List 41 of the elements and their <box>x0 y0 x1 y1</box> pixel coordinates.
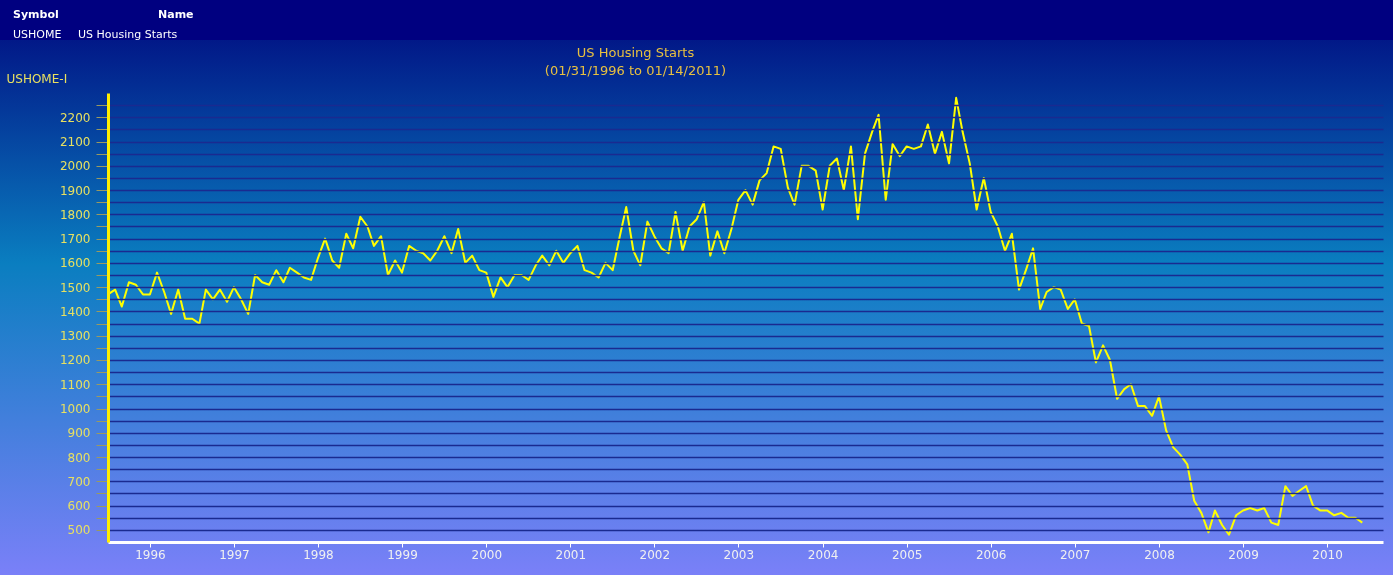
y-tick-label: 1200 <box>59 353 91 368</box>
x-tick-label: 2000 <box>471 547 503 562</box>
x-tick-label: 2010 <box>1312 547 1343 562</box>
x-tick-label: 2006 <box>975 547 1007 562</box>
x-tick-label: 1997 <box>219 547 250 562</box>
y-tick-label: 800 <box>67 450 91 465</box>
y-tick-label: 500 <box>67 523 91 538</box>
y-tick-label: 1700 <box>59 232 91 247</box>
x-tick-label: 2005 <box>891 547 923 562</box>
x-tick-label: 1996 <box>135 547 166 562</box>
y-tick-label: 2000 <box>59 159 91 174</box>
x-tick-label: 1999 <box>387 547 418 562</box>
y-tick-label: 1000 <box>59 402 91 417</box>
x-tick-label: 2001 <box>555 547 587 562</box>
text: Symbol <box>13 8 59 21</box>
y-tick-label: 1400 <box>59 304 91 319</box>
x-tick-label: 2008 <box>1144 547 1175 562</box>
y-tick-label: 600 <box>67 499 91 514</box>
y-tick-label: 2100 <box>59 135 91 150</box>
x-tick-label: 1998 <box>303 547 334 562</box>
x-tick-label: 2003 <box>723 547 755 562</box>
y-tick-label: 1300 <box>59 329 91 344</box>
text: Name <box>158 8 194 21</box>
y-tick-label: 1800 <box>59 207 91 222</box>
line-series <box>107 96 1364 536</box>
text: USHOME <box>13 28 62 41</box>
y-axis-title: USHOME-I <box>6 71 68 86</box>
x-tick-label: 2007 <box>1059 547 1091 562</box>
y-tick-label: 1900 <box>59 183 91 198</box>
y-tick-label: 1500 <box>59 280 91 295</box>
x-tick-label: 2002 <box>639 547 671 562</box>
chart-title: US Housing Starts <box>576 45 695 60</box>
chart-subtitle: (01/31/1996 to 01/14/2011) <box>544 63 727 78</box>
y-tick-label: 700 <box>67 474 91 489</box>
text: US Housing Starts <box>78 28 178 41</box>
y-tick-label: 1600 <box>59 256 91 271</box>
y-tick-label: 2200 <box>59 110 91 125</box>
y-tick-label: 900 <box>67 426 91 441</box>
x-tick-label: 2004 <box>807 547 839 562</box>
x-tick-label: 2009 <box>1228 547 1259 562</box>
y-tick-label: 1100 <box>59 377 91 392</box>
